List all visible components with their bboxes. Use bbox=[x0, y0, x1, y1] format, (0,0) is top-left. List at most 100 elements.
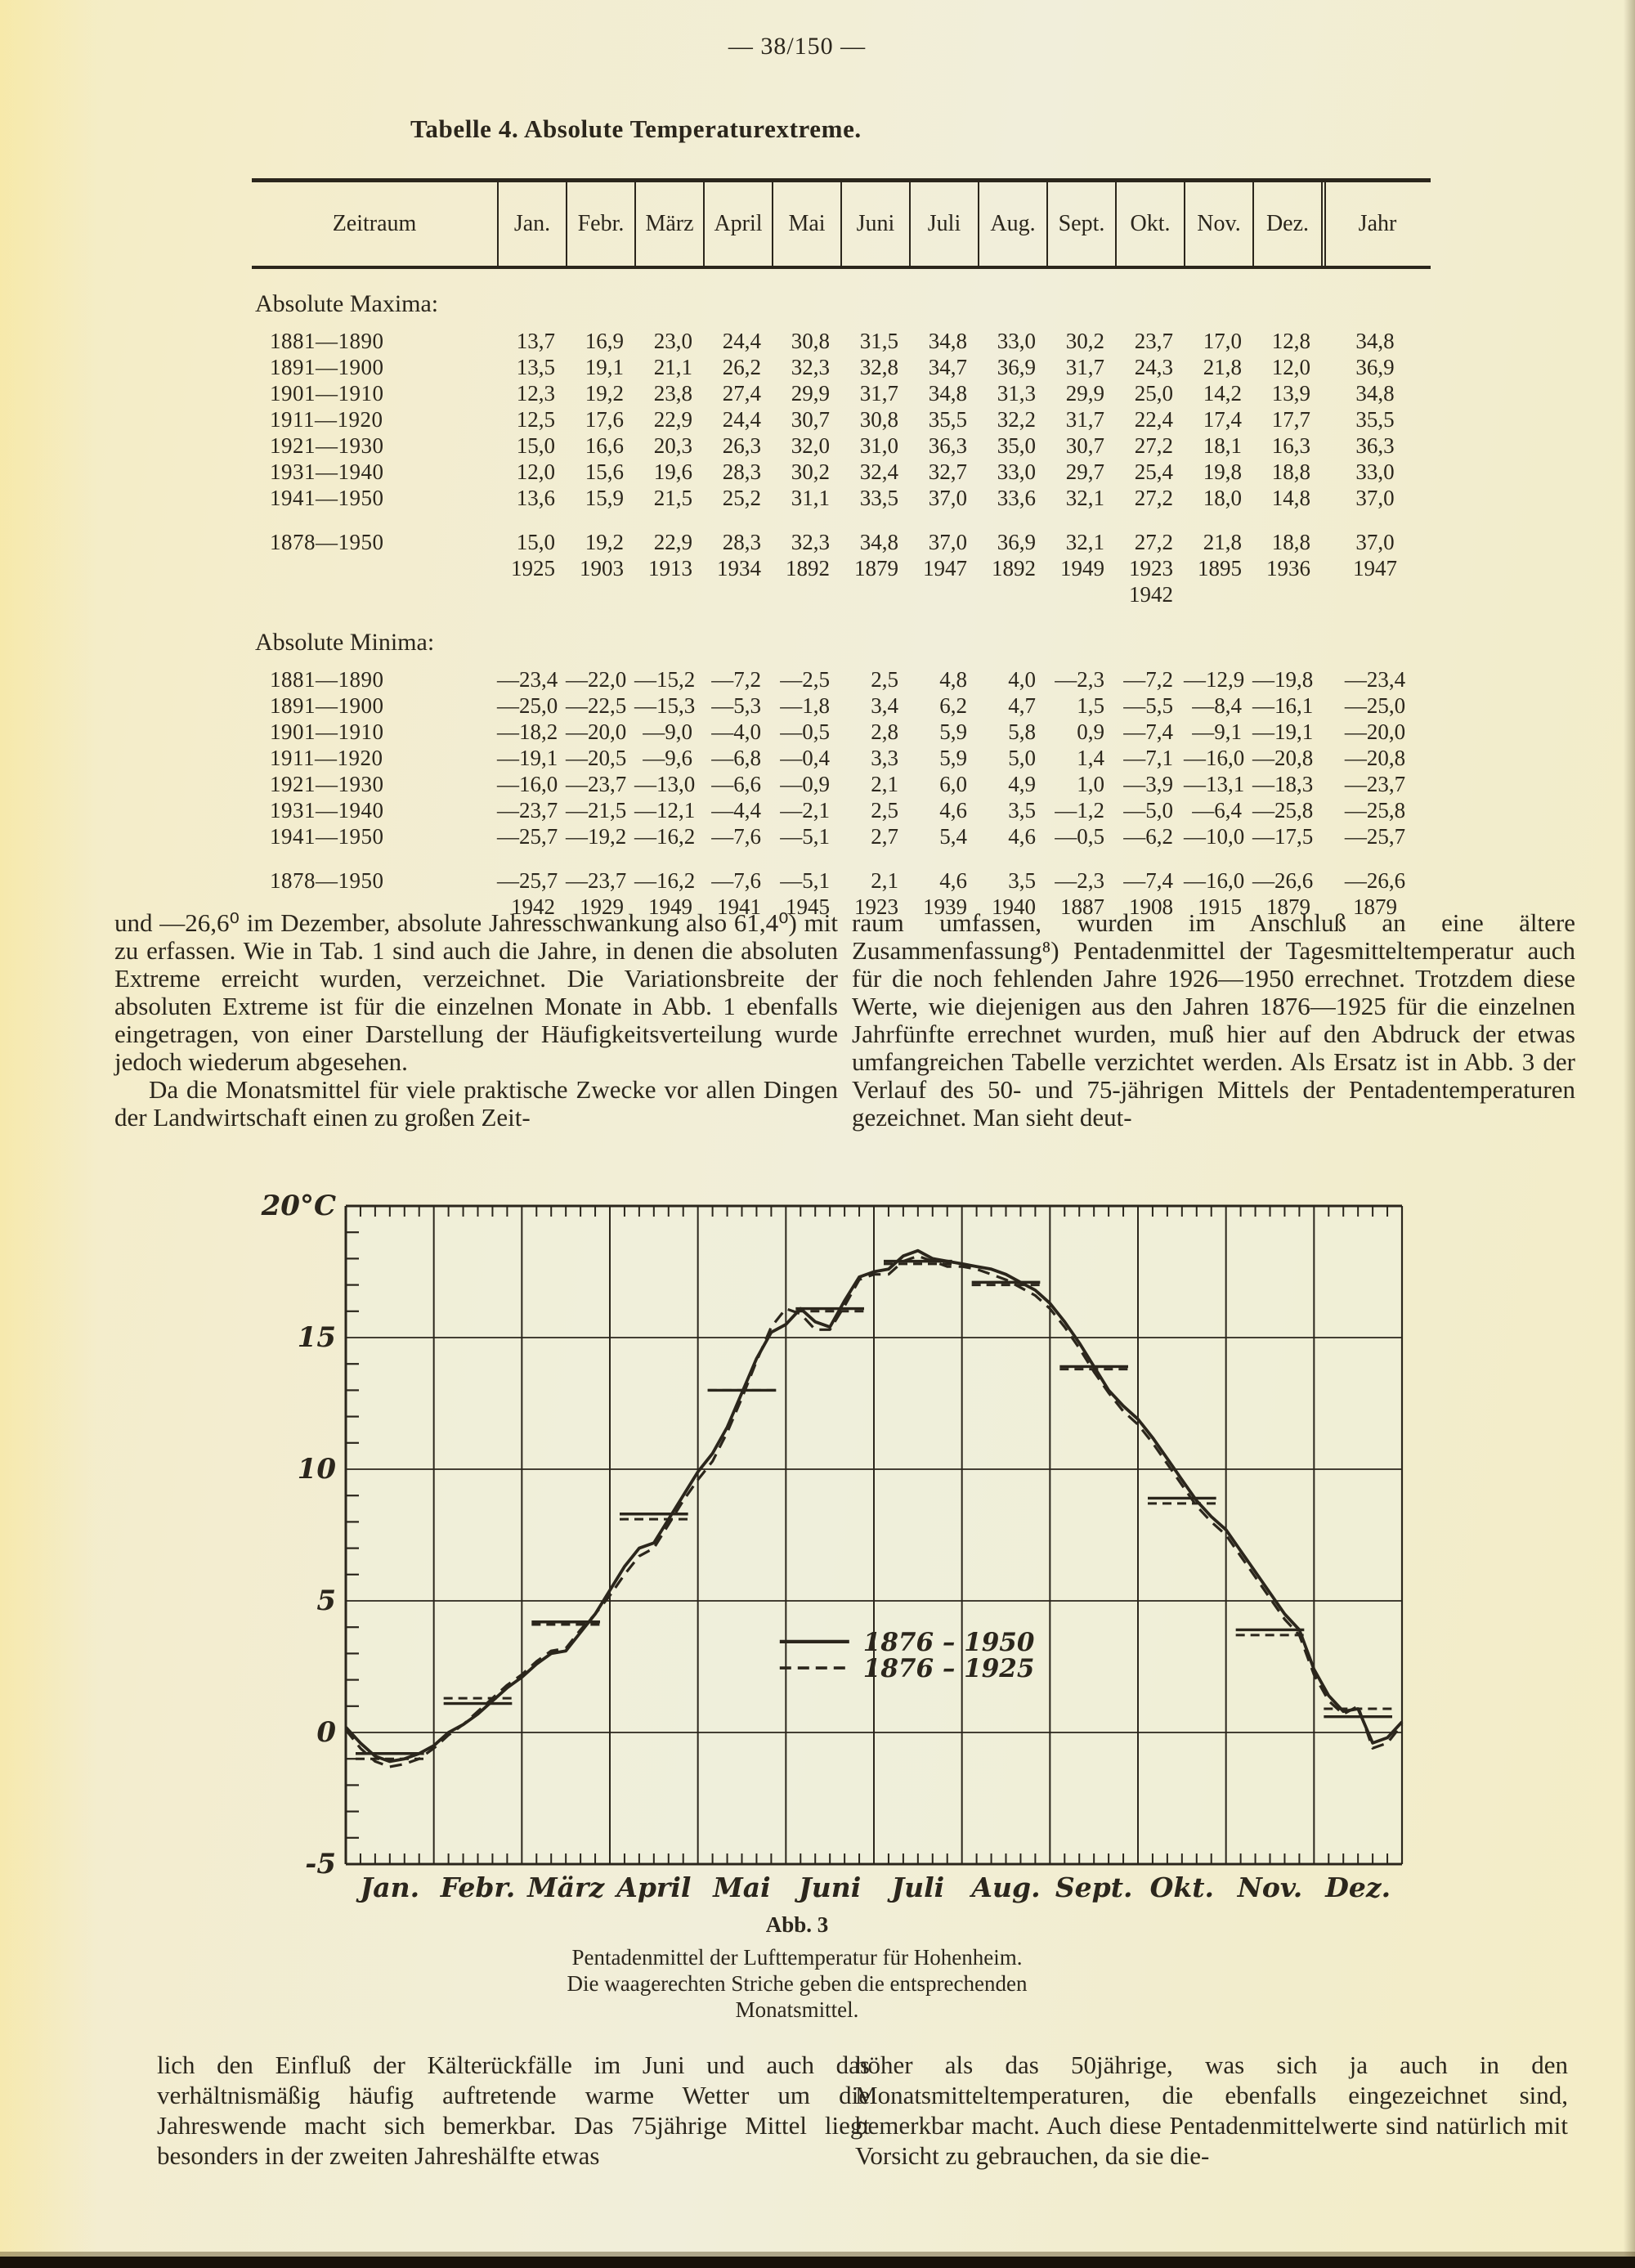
table-cell: 1940 bbox=[992, 894, 1036, 919]
table-cell: 31,7 bbox=[1065, 407, 1104, 432]
table-cell: 32,8 bbox=[859, 355, 898, 379]
table-cell: 24,4 bbox=[722, 407, 761, 432]
pentad-curve-solid bbox=[344, 1248, 1404, 1764]
table-row: 1931—1940 —23,7 —21,5 —12,1 —4,4 —2,1 2,5 4,6 3,… bbox=[252, 797, 1431, 823]
table-cell: —7,2 bbox=[711, 667, 761, 692]
table-cell: 1892 bbox=[992, 556, 1036, 580]
table-cell bbox=[703, 581, 772, 607]
table-cell: 1878—1950 bbox=[270, 868, 384, 893]
table-cell: 16,6 bbox=[585, 433, 624, 458]
table-cell: 1881—1890 bbox=[270, 329, 384, 353]
table-cell: 34,8 bbox=[1355, 381, 1395, 406]
table-cell: 27,2 bbox=[1134, 486, 1173, 510]
table-cell: 31,1 bbox=[791, 486, 830, 510]
y-axis-label: 10 bbox=[298, 1453, 337, 1486]
table-cell: —7,4 bbox=[1123, 868, 1173, 893]
table-cell: 32,2 bbox=[997, 407, 1036, 432]
table-cell bbox=[497, 581, 566, 607]
table-cell: 5,8 bbox=[1008, 719, 1036, 744]
table-cell: 1921—1930 bbox=[270, 772, 384, 796]
table-cell: 32,3 bbox=[791, 530, 830, 554]
table-row: 1881—1890 13,7 16,9 23,0 24,4 30,8 31,5 34,8 33,… bbox=[252, 328, 1431, 354]
table-cell: 4,8 bbox=[939, 667, 967, 692]
table-cell: 17,6 bbox=[585, 407, 624, 432]
table-cell: —7,4 bbox=[1123, 719, 1173, 744]
table-cell: 1901—1910 bbox=[270, 381, 384, 406]
table-cell: —25,0 bbox=[497, 693, 558, 718]
table-cell: 1934 bbox=[717, 556, 761, 580]
table-cell: 16,9 bbox=[585, 329, 624, 353]
table-cell: 34,8 bbox=[1355, 329, 1395, 353]
table-cell bbox=[840, 581, 909, 607]
table-cell: —18,2 bbox=[497, 719, 558, 744]
paragraph: höher als das 50jährige, was sich ja auc… bbox=[855, 2051, 1568, 2170]
figure-caption: Abb. 3 Pentadenmittel der Lufttemperatur… bbox=[0, 1912, 1594, 2023]
table-cell: 36,3 bbox=[928, 433, 967, 458]
table-cell: —5,1 bbox=[780, 824, 830, 849]
table-row: 1911—1920 —19,1 —20,5 —9,6 —6,8 —0,4 3,3 5,9 5,0… bbox=[252, 745, 1431, 771]
table-cell: —19,1 bbox=[1252, 719, 1314, 744]
table-cell: —23,7 bbox=[566, 772, 627, 796]
table-cell: —9,1 bbox=[1192, 719, 1242, 744]
table-cell: 1891—1900 bbox=[270, 355, 384, 379]
table-row: 1931—1940 12,0 15,6 19,6 28,3 30,2 32,4 32,7 33,… bbox=[252, 459, 1431, 485]
table-cell: —6,8 bbox=[711, 746, 761, 770]
table-cell: 28,3 bbox=[722, 530, 761, 554]
table-cell: —23,7 bbox=[1344, 772, 1406, 796]
table-cell: 1921—1930 bbox=[270, 433, 384, 458]
table-cell: —5,1 bbox=[780, 868, 830, 893]
table-cell: 1941—1950 bbox=[270, 824, 384, 849]
table-cell: 15,0 bbox=[516, 530, 555, 554]
table-cell: 37,0 bbox=[1355, 486, 1395, 510]
table-header-cell: Juni bbox=[840, 182, 909, 266]
table-cell: 1942 bbox=[511, 894, 555, 919]
table-cell: 22,9 bbox=[653, 530, 692, 554]
table-cell: 17,0 bbox=[1203, 329, 1242, 353]
section-label: Absolute Minima: bbox=[255, 629, 435, 656]
table-title: Tabelle 4. Absolute Temperaturextreme. bbox=[410, 114, 862, 143]
table-cell: 30,2 bbox=[791, 459, 830, 484]
table-cell bbox=[252, 555, 497, 581]
table-cell: 19,6 bbox=[653, 459, 692, 484]
table-cell: 24,3 bbox=[1134, 355, 1173, 379]
table-cell: 34,7 bbox=[928, 355, 967, 379]
table-cell: 4,6 bbox=[939, 798, 967, 822]
y-axis-label: -5 bbox=[305, 1848, 336, 1880]
table-cell: 1879 bbox=[1353, 894, 1397, 919]
table-cell: —7,6 bbox=[711, 868, 761, 893]
table-cell: 2,1 bbox=[871, 772, 898, 796]
table-cell: 1931—1940 bbox=[270, 798, 384, 822]
table-cell: —21,5 bbox=[566, 798, 627, 822]
table-cell: —12,9 bbox=[1184, 667, 1245, 692]
table-cell: 6,0 bbox=[939, 772, 967, 796]
table-cell: 34,8 bbox=[928, 329, 967, 353]
table-row: 1891—1900 —25,0 —22,5 —15,3 —5,3 —1,8 3,4 6,2 4,… bbox=[252, 693, 1431, 719]
table-cell: —22,5 bbox=[566, 693, 627, 718]
table-cell: —20,8 bbox=[1344, 746, 1406, 770]
table-header-cell: Jahr bbox=[1321, 182, 1429, 266]
table-cell: 1,0 bbox=[1077, 772, 1104, 796]
table-cell: 25,4 bbox=[1134, 459, 1173, 484]
table-header-cell: Juli bbox=[909, 182, 978, 266]
table-cell: —16,2 bbox=[634, 824, 696, 849]
table-cell: —0,9 bbox=[780, 772, 830, 796]
table-cell: 1879 bbox=[1266, 894, 1310, 919]
scan-bottom-edge bbox=[0, 2257, 1635, 2268]
table-cell: 32,3 bbox=[791, 355, 830, 379]
table-cell: 15,9 bbox=[585, 486, 624, 510]
table-cell: 5,0 bbox=[1008, 746, 1036, 770]
table-cell: 1878—1950 bbox=[270, 530, 384, 554]
table-cell bbox=[1184, 581, 1252, 607]
table-cell: 1915 bbox=[1198, 894, 1242, 919]
table-cell: 33,0 bbox=[997, 459, 1036, 484]
table-cell: 22,9 bbox=[653, 407, 692, 432]
table-cell: 18,8 bbox=[1271, 459, 1310, 484]
table-cell: —16,0 bbox=[1184, 868, 1245, 893]
table-cell: 33,0 bbox=[1355, 459, 1395, 484]
table-cell bbox=[1321, 581, 1429, 607]
table-cell: 26,2 bbox=[722, 355, 761, 379]
table-cell: 21,5 bbox=[653, 486, 692, 510]
table-cell: 1923 bbox=[1129, 556, 1173, 580]
table-cell: 2,7 bbox=[871, 824, 898, 849]
paragraph: raum umfassen, wurden im Anschluß an ein… bbox=[852, 908, 1575, 1132]
